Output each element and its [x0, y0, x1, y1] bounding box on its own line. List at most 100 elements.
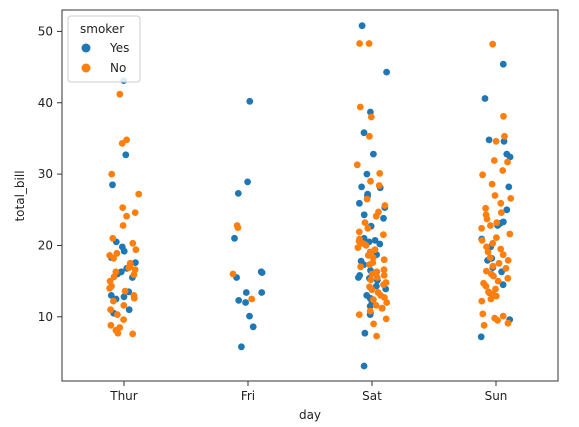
- data-points: [106, 22, 515, 370]
- point-no-sun-99: [504, 158, 511, 166]
- point-no-thur-30: [107, 306, 114, 314]
- y-tick-label-50: 50: [38, 24, 53, 38]
- point-no-sun-132: [482, 282, 490, 290]
- point-no-sat-71: [357, 263, 364, 271]
- point-no-sun-119: [484, 248, 492, 256]
- point-no-fri-41: [248, 295, 256, 303]
- point-yes-fri-28: [242, 299, 250, 306]
- point-yes-thur-14: [120, 293, 128, 301]
- point-yes-thur-13: [107, 292, 115, 299]
- point-yes-sun-77: [503, 206, 511, 214]
- point-yes-sun-73: [500, 137, 508, 145]
- point-no-sat-55: [361, 219, 369, 227]
- point-yes-sat-56: [355, 274, 362, 281]
- legend-marker-no: [81, 63, 91, 73]
- point-no-sat-54: [372, 212, 380, 220]
- point-no-sun-143: [504, 319, 512, 327]
- point-no-sun-123: [495, 259, 503, 267]
- x-tick-label-sat: Sat: [362, 389, 382, 403]
- point-no-sun-104: [507, 195, 515, 202]
- point-no-sun-101: [479, 171, 486, 179]
- point-no-sun-124: [489, 262, 497, 270]
- y-tick-label-10: 10: [38, 310, 53, 324]
- point-no-sat-75: [380, 272, 388, 279]
- axes-frame: [61, 9, 559, 382]
- point-yes-fri-27: [235, 297, 243, 304]
- point-no-thur-10: [129, 239, 137, 247]
- point-no-thur-3: [108, 170, 116, 178]
- point-yes-sun-75: [506, 153, 514, 161]
- point-no-sat-42: [356, 40, 363, 47]
- point-yes-thur-2: [109, 181, 116, 189]
- point-yes-fri-20: [234, 190, 242, 197]
- point-no-sat-45: [367, 113, 375, 121]
- point-yes-fri-19: [244, 178, 252, 186]
- point-no-thur-17: [125, 264, 133, 271]
- point-no-sat-85: [370, 296, 377, 304]
- point-no-fri-39: [234, 224, 242, 232]
- point-no-thur-12: [113, 249, 121, 257]
- point-no-sun-136: [492, 292, 500, 300]
- point-yes-sat-44: [360, 211, 368, 219]
- point-no-thur-31: [114, 311, 121, 318]
- point-no-thur-11: [132, 246, 140, 254]
- point-no-sun-120: [499, 251, 507, 259]
- point-no-thur-0: [116, 90, 124, 98]
- point-yes-sun-90: [477, 333, 485, 341]
- point-no-sun-130: [494, 277, 502, 285]
- point-yes-sun-72: [485, 136, 493, 144]
- point-no-thur-4: [135, 190, 143, 198]
- point-no-sat-50: [375, 182, 383, 189]
- point-yes-fri-30: [249, 323, 257, 331]
- point-no-sun-138: [478, 297, 486, 305]
- point-no-sat-43: [365, 40, 373, 47]
- point-no-sun-129: [504, 274, 512, 282]
- point-yes-sat-45: [380, 214, 387, 222]
- point-yes-sat-38: [358, 183, 365, 191]
- point-no-sat-92: [370, 320, 377, 328]
- point-no-sun-95: [500, 112, 507, 120]
- point-yes-sun-70: [499, 60, 507, 68]
- point-no-thur-32: [120, 316, 127, 323]
- point-yes-sat-35: [360, 129, 368, 137]
- point-yes-thur-7: [132, 259, 139, 266]
- point-no-sun-114: [493, 234, 500, 242]
- point-no-sun-106: [482, 204, 489, 212]
- point-yes-sat-37: [363, 170, 371, 178]
- point-no-sat-86: [383, 299, 391, 306]
- point-no-thur-5: [119, 204, 127, 212]
- legend-label-no: No: [110, 61, 126, 75]
- point-yes-fri-18: [246, 97, 254, 105]
- point-no-sun-137: [487, 295, 495, 303]
- point-yes-sat-68: [361, 329, 369, 337]
- point-no-sat-47: [353, 161, 361, 169]
- point-no-sun-128: [490, 272, 497, 280]
- point-no-sun-110: [493, 219, 501, 227]
- point-no-sat-67: [369, 254, 377, 261]
- point-no-sun-144: [480, 321, 488, 329]
- y-tick-label-40: 40: [38, 96, 53, 110]
- point-yes-sat-42: [356, 199, 363, 207]
- point-no-thur-20: [130, 271, 138, 279]
- point-no-sat-91: [382, 315, 390, 323]
- point-no-thur-33: [107, 321, 115, 329]
- legend-marker-yes: [81, 43, 91, 53]
- point-yes-thur-5: [120, 247, 128, 255]
- point-no-sat-56: [364, 224, 372, 232]
- point-no-sun-105: [497, 199, 505, 207]
- point-no-sat-52: [381, 202, 389, 209]
- legend: smoker Yes No: [67, 15, 141, 83]
- point-yes-sat-50: [376, 240, 384, 248]
- point-no-sun-100: [499, 167, 507, 174]
- point-no-thur-2: [118, 140, 126, 147]
- x-axis-label: day: [299, 408, 321, 422]
- point-no-thur-27: [130, 294, 138, 302]
- point-yes-fri-23: [258, 269, 266, 276]
- point-yes-sat-64: [366, 302, 374, 310]
- x-tick-label-thur: Thur: [109, 389, 138, 403]
- point-no-sun-139: [479, 310, 487, 318]
- point-no-sun-122: [504, 257, 512, 264]
- point-no-sat-90: [355, 311, 363, 318]
- point-yes-sat-48: [371, 237, 379, 244]
